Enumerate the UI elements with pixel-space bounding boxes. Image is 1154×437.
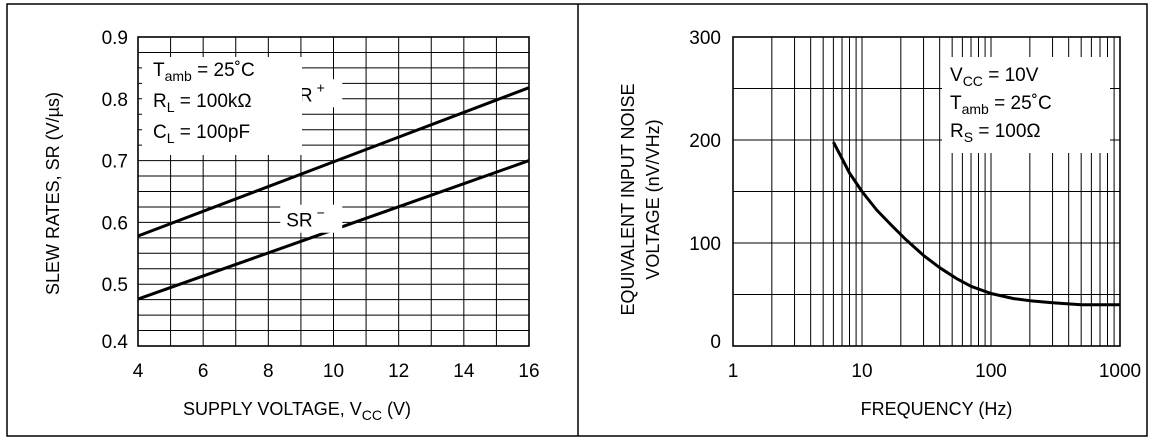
noise-condition-tail: = 10V [983,65,1039,86]
slew-rate-condition-main: R [153,91,167,112]
slew-rate-xtick: 8 [263,361,274,382]
slew-rate-ytick: 0.4 [102,332,129,353]
slew-rate-ytick: 0.9 [102,28,128,49]
slew-rate-ylabel: SLEW RATES, SR (V/µs) [43,92,63,295]
figure-border [6,3,1148,437]
slew-rate-condition-sub: L [167,130,175,146]
noise-condition: VCC = 10V [950,65,1039,89]
noise-conditions-bg [942,57,1110,153]
slew-rate-condition-tail: = 25˚C [192,60,255,81]
slew-rate-condition: CL = 100pF [153,122,250,146]
slew-rate-xlabel-main: SUPPLY VOLTAGE, V [183,399,362,419]
noise-conditions: VCC = 10V Tamb = 25˚C RS = 100Ω [942,57,1110,153]
slew-rate-plot-frame [137,36,530,347]
slew-rate-xlabel-tail: (V) [382,399,411,419]
noise-xtick: 10 [851,361,872,382]
slew-rate-xtick: 16 [518,361,539,382]
slew-rate-xlabel: SUPPLY VOLTAGE, VCC (V) [183,399,411,423]
slew-rate-series-line [137,86,530,238]
slew-rate-ytick: 0.7 [102,152,128,173]
noise-ytick: 0 [710,332,721,353]
noise-axis-labels: FREQUENCY (Hz) EQUIVALENT INPUT NOISE VOLT… [618,83,1012,419]
slew-rate-xtick: 14 [453,361,475,382]
slew-rate-condition: Tamb = 25˚C [153,60,255,84]
noise-xlabel: FREQUENCY (Hz) [861,399,1013,419]
noise-condition-main: V [950,65,963,86]
noise-xtick: 1 [728,361,739,382]
slew-rate-series-labels: SR + SR− [280,79,343,233]
slew-rate-label-bg [280,204,343,233]
slew-rate-condition: RL = 100kΩ [153,91,252,115]
noise-ytick: 200 [689,131,721,152]
noise-series-line [832,141,1120,307]
slew-rate-series-label-main: SR [286,211,312,232]
slew-rate-xtick: 6 [198,361,209,382]
noise-condition-tail: = 25˚C [989,93,1052,114]
slew-rate-ytick: 0.5 [102,275,128,296]
slew-rate-condition-tail: = 100pF [175,122,251,143]
slew-rate-axis-labels: SUPPLY VOLTAGE, VCC (V) SLEW RATES, SR (V… [43,92,411,423]
noise-ylabel-line2: VOLTAGE (nV/VHz) [643,119,663,279]
slew-rate-ytick: 0.8 [102,90,128,111]
slew-rate-condition-main: C [153,122,167,143]
slew-rate-series-label-sup: + [317,79,325,95]
noise-condition-main: R [950,121,964,142]
noise-condition-main: T [950,93,962,114]
slew-rate-conditions-bg [142,57,302,155]
noise-tick-labels: 1 10 100 1000 0 100 200 300 [689,28,1141,382]
slew-rate-series-label: SR − [286,205,325,232]
noise-condition-sub: amb [962,101,989,117]
slew-rate-xtick: 12 [388,361,409,382]
slew-rate-condition-sub: amb [165,68,192,84]
noise-condition-sub: S [964,129,973,145]
slew-rate-condition-tail: = 100kΩ [175,91,252,112]
noise-xtick: 100 [975,361,1007,382]
slew-rate-condition-main: T [153,60,165,81]
noise-ytick: 100 [689,234,721,255]
noise-series [832,141,1120,307]
slew-rate-condition-sub: L [167,99,175,115]
noise-condition-tail: = 100Ω [973,121,1041,142]
slew-rate-grid [137,36,530,347]
noise-condition: RS = 100Ω [950,121,1041,145]
noise-condition-sub: CC [963,73,983,89]
slew-rate-xtick: 10 [323,361,344,382]
slew-rate-xlabel-sub: CC [362,407,382,423]
noise-ytick: 300 [689,28,721,49]
noise-xtick: 1000 [1099,361,1141,382]
slew-rate-tick-labels: 4 6 8 10 12 14 16 0.4 0.5 0.6 0.7 0.8 0.9 [102,28,540,382]
noise-condition: Tamb = 25˚C [950,93,1052,117]
noise-plot-frame [732,36,1121,347]
noise-ylabel-line1: EQUIVALENT INPUT NOISE [618,83,638,315]
slew-rate-ytick: 0.6 [102,213,128,234]
slew-rate-xtick: 4 [133,361,144,382]
slew-rate-series-label-sup: − [317,205,325,221]
